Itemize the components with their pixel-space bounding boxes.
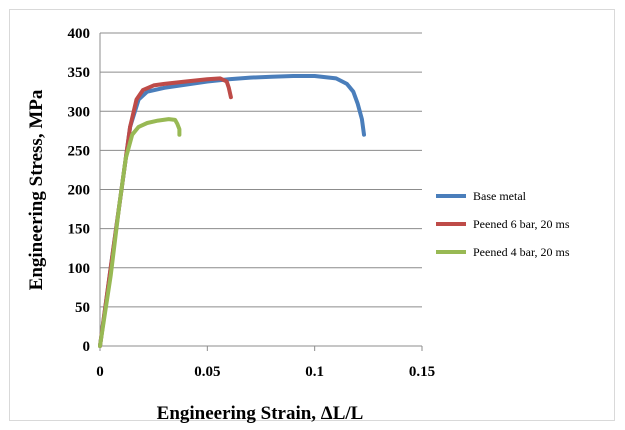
x-tick-label: 0 — [96, 364, 104, 380]
series-lines — [98, 74, 366, 348]
legend-label-2: Peened 6 bar, 20 ms — [473, 217, 570, 231]
legend: Base metal Peened 6 bar, 20 ms Peened 4 ba… — [436, 189, 570, 259]
y-tick-label: 0 — [83, 339, 91, 355]
x-axis-title: Engineering Strain, ΔL/L — [157, 403, 364, 424]
x-tick-label: 0.15 — [409, 364, 435, 380]
y-tick-label: 400 — [68, 26, 91, 42]
series-line-3 — [98, 117, 182, 348]
x-tick-label: 0.1 — [305, 364, 324, 380]
y-axis-title: Engineering Stress, MPa — [26, 89, 47, 290]
y-tick-label: 100 — [68, 261, 91, 277]
y-tick-label: 350 — [68, 65, 91, 81]
legend-label-3: Peened 4 bar, 20 ms — [473, 245, 570, 259]
y-tick-label: 50 — [75, 300, 90, 316]
y-tick-label: 200 — [68, 183, 91, 199]
axes: 0 50 100 150 200 250 300 350 400 0 0.05 0.1 0.15 — [68, 26, 436, 380]
legend-label-1: Base metal — [473, 189, 527, 203]
x-tick-label: 0.05 — [194, 364, 220, 380]
y-tick-label: 250 — [68, 143, 91, 159]
gridlines — [100, 32, 422, 308]
y-tick-label: 300 — [68, 104, 91, 120]
y-tick-label: 150 — [68, 222, 91, 238]
series-line-1 — [98, 74, 366, 348]
